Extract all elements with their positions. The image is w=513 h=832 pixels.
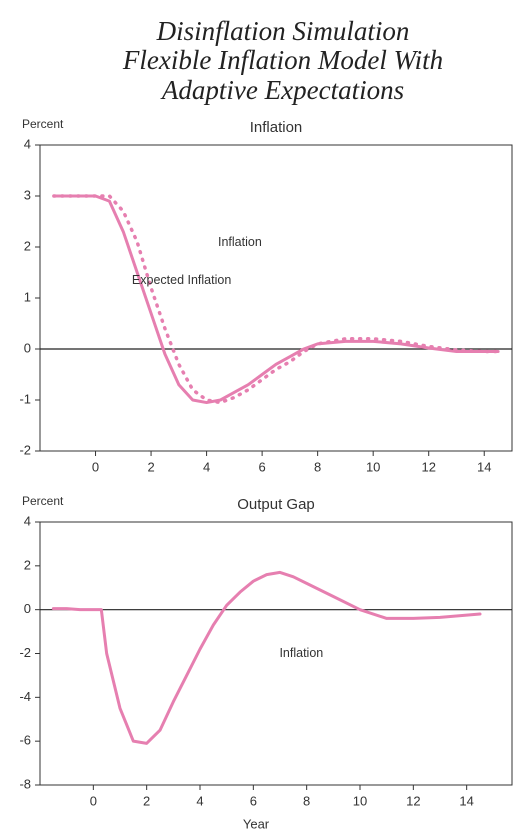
x-tick-label: 4: [196, 793, 203, 808]
line-series: [52, 194, 500, 405]
plot-frame: [39, 521, 513, 786]
x-tick-label: 14: [459, 793, 473, 808]
x-tick-label: 8: [314, 459, 321, 474]
y-tick-label: -6: [19, 733, 31, 748]
x-tick-label: 6: [250, 793, 257, 808]
figure-title: Adaptive Expectations: [160, 75, 404, 105]
plot-frame: [39, 144, 513, 452]
x-tick-label: 6: [259, 459, 266, 474]
y-tick-label: -2: [19, 645, 31, 660]
x-tick-label: 12: [421, 459, 435, 474]
x-tick-label: 14: [477, 459, 491, 474]
x-tick-label: 0: [90, 793, 97, 808]
x-tick-label: 8: [303, 793, 310, 808]
y-tick-label: -1: [19, 391, 31, 406]
y-tick-label: 2: [24, 238, 31, 253]
x-tick-label: 2: [143, 793, 150, 808]
y-axis-label: Percent: [22, 117, 64, 131]
x-tick-label: 10: [353, 793, 367, 808]
y-tick-label: 2: [24, 557, 31, 572]
line-series: [52, 194, 500, 405]
chart-title: Output Gap: [237, 496, 315, 513]
figure-title: Disinflation Simulation: [156, 16, 410, 46]
y-tick-label: 4: [24, 513, 31, 528]
x-tick-label: 10: [366, 459, 380, 474]
series-label: Inflation: [218, 235, 262, 249]
y-tick-label: 4: [24, 136, 31, 151]
y-tick-label: -4: [19, 689, 31, 704]
x-axis-label: Year: [243, 816, 270, 831]
y-tick-label: 0: [24, 601, 31, 616]
x-tick-label: 12: [406, 793, 420, 808]
series-label: Expected Inflation: [132, 273, 231, 287]
figure-title: Flexible Inflation Model With: [122, 45, 443, 75]
x-tick-label: 4: [203, 459, 210, 474]
y-tick-label: -8: [19, 776, 31, 791]
y-tick-label: -2: [19, 442, 31, 457]
x-tick-label: 2: [147, 459, 154, 474]
y-axis-label: Percent: [22, 494, 64, 508]
y-tick-label: 0: [24, 340, 31, 355]
line-series: [51, 570, 482, 745]
annotation: Inflation: [279, 646, 323, 660]
y-tick-label: 3: [24, 187, 31, 202]
x-tick-label: 0: [92, 459, 99, 474]
chart-title: Inflation: [250, 119, 303, 136]
y-tick-label: 1: [24, 289, 31, 304]
